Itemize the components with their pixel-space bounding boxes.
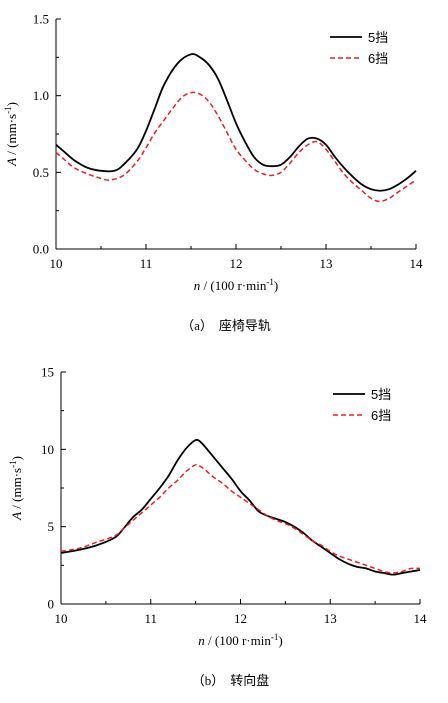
y-tick-label: 10 [41,442,54,457]
x-axis-unit: / (100 r·min [200,278,267,293]
x-tick-label: 13 [320,256,333,271]
caption-text: 转向盘 [230,673,269,688]
y-axis-unit: / (mm·s [4,114,19,158]
series-line-1 [60,438,421,576]
y-axis-exp: -1 [8,460,18,468]
series-line-2 [60,463,421,574]
caption-text: 座椅导轨 [219,318,271,333]
y-tick-label: 0.0 [33,242,49,257]
y-axis-close: ) [9,456,24,460]
x-tick-label: 10 [50,256,63,271]
y-axis-var: A [4,158,19,167]
x-tick-label: 12 [234,611,247,626]
caption-letter: （a） [181,318,213,333]
x-tick-label: 11 [144,611,157,626]
x-axis-exp: -1 [266,277,274,287]
y-axis-label: A / (mm·s-1) [3,102,19,167]
x-axis-var: n [194,278,201,293]
panel-caption: （a） 座椅导轨 [181,318,271,333]
x-axis-exp: -1 [271,632,279,642]
x-axis-label: n / (100 r·min-1) [198,632,282,648]
chart-panel-a: 10 11 12 13 140.00.51.01.5n / (100 r·min-1)A… [3,12,423,334]
series-line-1 [55,53,417,192]
series-line-2 [55,91,417,203]
legend-label: 6挡 [371,408,391,423]
x-tick-label: 10 [55,611,68,626]
x-tick-label: 12 [230,256,243,271]
legend-label: 5挡 [371,387,391,402]
panel-caption: （b） 转向盘 [192,673,270,688]
y-tick-label: 5 [48,519,55,534]
legend-label: 5挡 [368,30,388,45]
caption-letter: （b） [192,673,225,688]
x-axis-var: n [198,633,205,648]
y-tick-label: 15 [41,365,54,380]
y-axis-var: A [9,512,24,521]
x-tick-label: 14 [414,611,428,626]
x-axis-unit: / (100 r·min [205,633,272,648]
x-axis-close: ) [278,633,282,648]
y-tick-label: 1.0 [33,88,49,103]
legend-label: 6挡 [368,51,388,66]
y-tick-label: 1.5 [33,12,49,27]
x-axis-label: n / (100 r·min-1) [194,277,278,293]
y-tick-label: 0 [48,597,55,612]
x-tick-label: 14 [410,256,424,271]
y-tick-label: 0.5 [33,165,49,180]
y-axis-unit: / (mm·s [9,468,24,512]
y-axis-close: ) [4,102,19,106]
y-axis-exp: -1 [3,106,13,114]
y-axis-label: A / (mm·s-1) [8,456,24,521]
x-tick-label: 13 [324,611,337,626]
x-tick-label: 11 [140,256,153,271]
x-axis-close: ) [274,278,278,293]
